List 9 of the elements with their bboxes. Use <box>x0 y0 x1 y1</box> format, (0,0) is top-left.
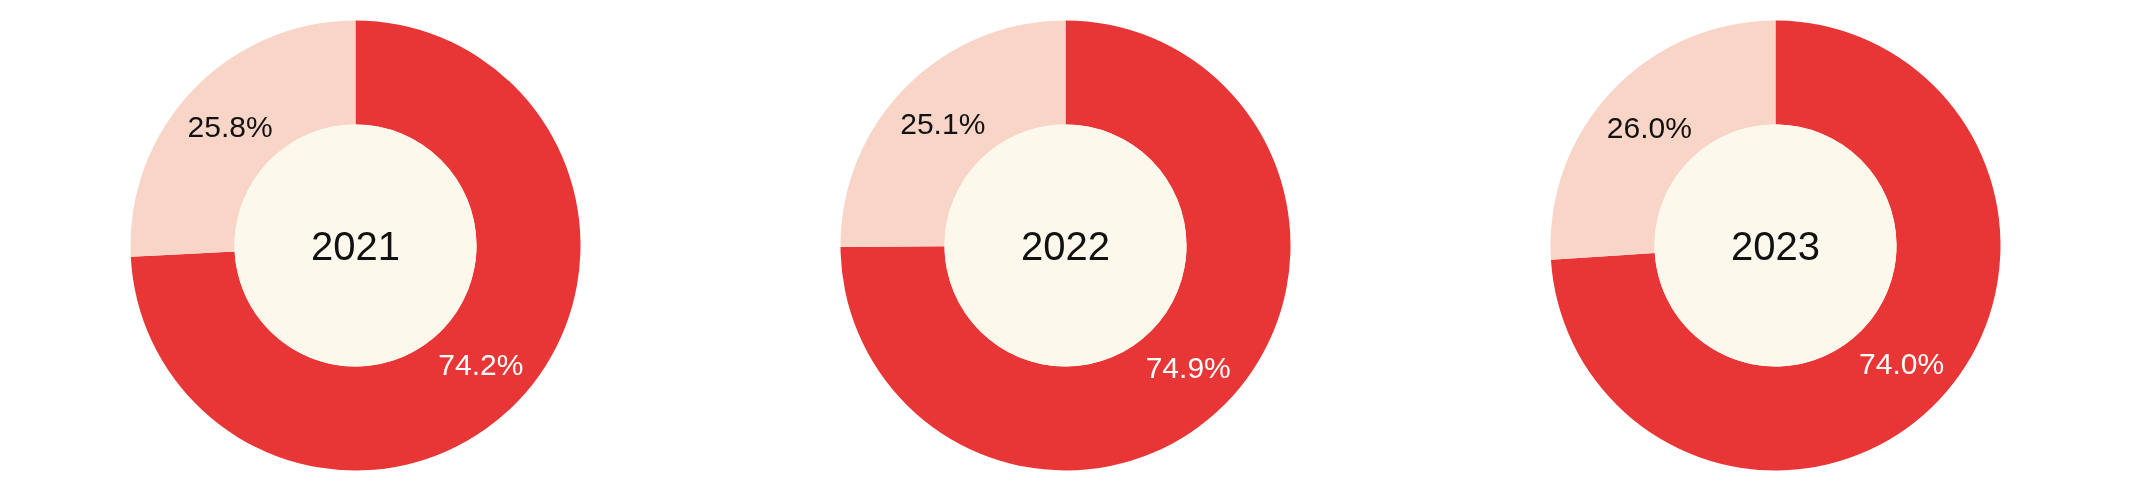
data-label: 74.2% <box>438 348 524 382</box>
data-label: 74.0% <box>1859 347 1945 381</box>
text: 2023 <box>1731 223 1820 268</box>
text: 2022 <box>1021 223 1110 268</box>
data-label: 25.1% <box>900 107 986 141</box>
data-label: 74.9% <box>1145 350 1231 384</box>
text: 2021 <box>311 223 400 268</box>
data-label: 25.8% <box>187 109 273 143</box>
data-label: 26.0% <box>1606 110 1692 144</box>
